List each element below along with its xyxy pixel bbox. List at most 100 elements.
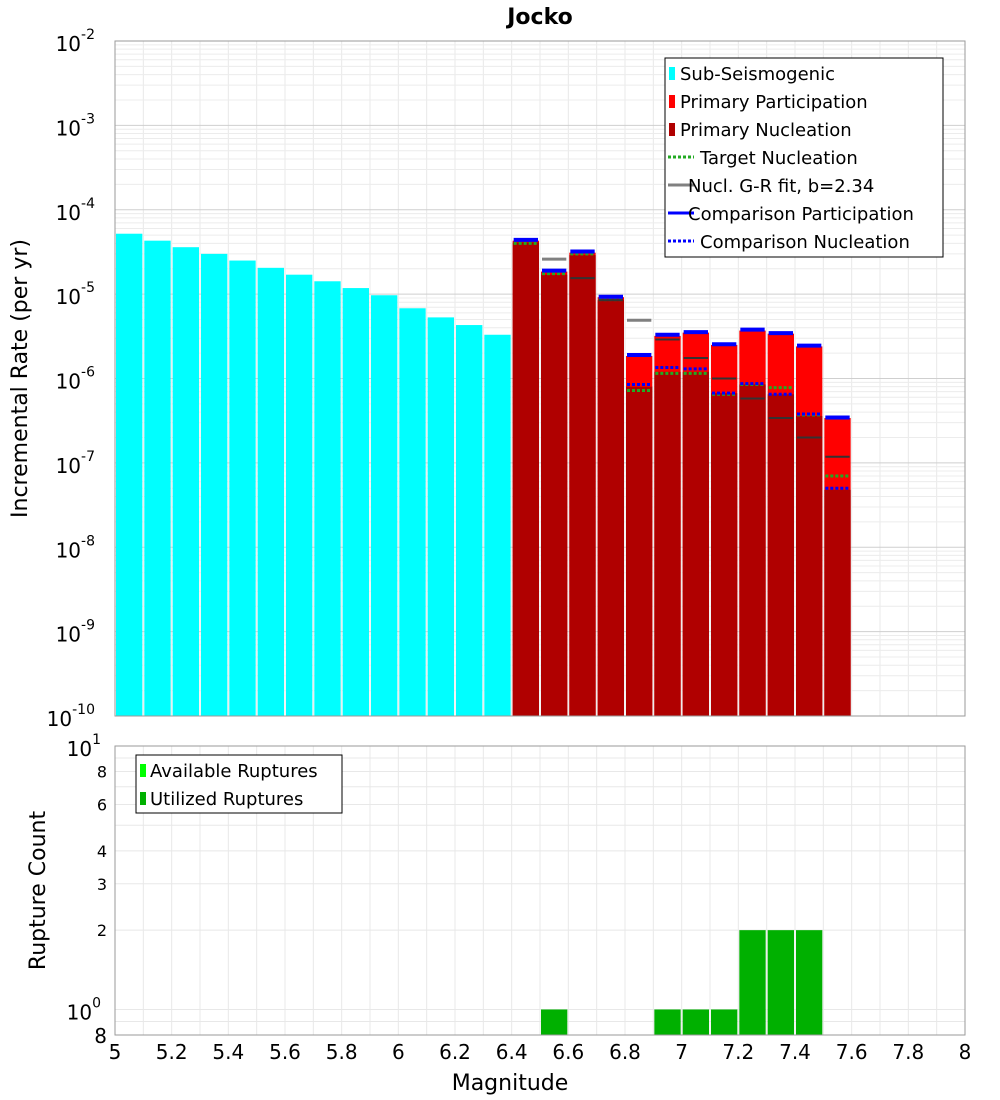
- sub-seismogenic-bar: [484, 334, 511, 716]
- x-tick-label: 6: [392, 1040, 405, 1064]
- utilized-ruptures-bar: [767, 930, 794, 1035]
- primary-nucleation-bars: [512, 242, 851, 716]
- sub-seismogenic-bars: [116, 233, 511, 717]
- utilized-ruptures-bar: [682, 1009, 709, 1035]
- sub-seismogenic-bar: [342, 288, 369, 716]
- count-y-minor-tick-label: 4: [97, 842, 107, 861]
- rate-y-tick-label: 10-2: [56, 27, 95, 56]
- x-tick-label: 5.8: [326, 1040, 358, 1064]
- sub-seismogenic-bar: [144, 240, 171, 717]
- sub-seismogenic-bar: [286, 274, 313, 716]
- sub-seismogenic-bar: [371, 295, 398, 716]
- utilized-ruptures-bars: [541, 930, 823, 1035]
- primary-nucleation-bar: [711, 393, 738, 716]
- x-tick-label: 5.4: [212, 1040, 244, 1064]
- primary-nucleation-bar: [654, 371, 681, 716]
- x-tick-label: 7.8: [892, 1040, 924, 1064]
- x-tick-label: 7.2: [722, 1040, 754, 1064]
- count-legend-box: [135, 754, 343, 814]
- x-tick-label: 6.8: [609, 1040, 641, 1064]
- rate-y-axis-label: Incremental Rate (per yr): [8, 239, 33, 518]
- x-tick-label: 6.2: [439, 1040, 471, 1064]
- rate-panel: 10-10 10-9 10-8 10-7 10-6 10-5 10-4 10-3 10-2 Joc…: [8, 5, 966, 731]
- legend-label: Sub-Seismogenic: [680, 64, 835, 85]
- x-tick-label: 7: [675, 1040, 688, 1064]
- legend-swatch: [140, 792, 146, 805]
- count-y-minor-tick-label: 8: [94, 1024, 107, 1048]
- x-tick-label: 5: [109, 1040, 122, 1064]
- x-tick-label: 8: [959, 1040, 972, 1064]
- count-y-minor-tick-label: 6: [97, 795, 107, 814]
- rate-plot-frame: [114, 40, 966, 717]
- legend-label: Target Nucleation: [699, 148, 858, 169]
- rate-y-tick-label: 10-5: [56, 280, 95, 309]
- legend-swatch: [140, 764, 146, 777]
- count-y-axis-label: Rupture Count: [26, 811, 51, 971]
- utilized-ruptures-bar: [654, 1009, 681, 1035]
- rate-legend-box: [664, 57, 944, 258]
- x-tick-label: 6.6: [552, 1040, 584, 1064]
- sub-seismogenic-bar: [257, 267, 284, 716]
- primary-nucleation-bar: [569, 255, 596, 716]
- x-tick-label: 5.2: [156, 1040, 188, 1064]
- count-plot-frame: [114, 745, 966, 1036]
- rate-y-tick-label: 10-6: [56, 365, 96, 394]
- utilized-ruptures-bar: [541, 1009, 568, 1035]
- primary-nucleation-bar: [597, 300, 624, 716]
- primary-nucleation-bar: [824, 489, 851, 716]
- sub-seismogenic-bar: [229, 260, 256, 716]
- count-y-minor-tick-label: 8: [97, 763, 107, 782]
- primary-nucleation-bar: [626, 386, 653, 716]
- legend-label: Available Ruptures: [150, 761, 318, 782]
- sub-seismogenic-bar: [399, 308, 426, 716]
- legend-label: Utilized Ruptures: [150, 789, 303, 810]
- rate-y-tick-label: 10-10: [47, 702, 95, 731]
- sub-seismogenic-bar: [116, 233, 143, 716]
- x-tick-label: 6.4: [496, 1040, 528, 1064]
- primary-nucleation-bar: [796, 415, 823, 716]
- count-legend: Available Ruptures Utilized Ruptures: [135, 754, 343, 814]
- legend-label: Primary Participation: [680, 92, 868, 113]
- x-axis-label: Magnitude: [452, 1071, 569, 1096]
- rate-y-tick-label: 10-7: [56, 449, 95, 478]
- x-tick-label: 7.4: [779, 1040, 811, 1064]
- sub-seismogenic-bar: [172, 247, 199, 716]
- gr-fit-dark-marks: [570, 277, 850, 458]
- utilized-ruptures-bar: [739, 930, 766, 1035]
- comparison-nucleation-marks: [627, 366, 850, 490]
- count-y-minor-tick-label: 3: [97, 875, 107, 894]
- primary-nucleation-bar: [767, 394, 794, 716]
- x-tick-label: 7.6: [836, 1040, 868, 1064]
- rate-y-tick-label: 10-3: [56, 111, 95, 140]
- sub-seismogenic-bar: [314, 281, 341, 716]
- rate-legend: Sub-Seismogenic Primary Participation Prim…: [664, 57, 944, 258]
- sub-seismogenic-bar: [427, 317, 454, 716]
- count-y-tick-label: 100: [67, 995, 101, 1024]
- sub-seismogenic-bar: [201, 253, 228, 716]
- legend-swatch: [669, 95, 675, 108]
- rate-y-tick-label: 10-8: [56, 533, 95, 562]
- primary-nucleation-bar: [541, 274, 568, 716]
- utilized-ruptures-bar: [796, 930, 823, 1035]
- primary-nucleation-bar: [739, 384, 766, 716]
- x-tick-label: 5.6: [269, 1040, 301, 1064]
- primary-nucleation-bar: [682, 371, 709, 716]
- chart-title: Jocko: [505, 5, 573, 30]
- legend-label: Comparison Participation: [688, 204, 914, 225]
- legend-label: Comparison Nucleation: [700, 232, 910, 253]
- rate-grid: [114, 41, 966, 717]
- gr-fit-marks: [542, 257, 652, 322]
- legend-label: Primary Nucleation: [680, 120, 852, 141]
- legend-swatch: [669, 123, 675, 136]
- count-y-tick-label: 101: [67, 732, 101, 761]
- sub-seismogenic-bar: [456, 325, 483, 716]
- utilized-ruptures-bar: [711, 1009, 738, 1035]
- primary-nucleation-bar: [512, 242, 539, 716]
- legend-label: Nucl. G-R fit, b=2.34: [688, 176, 874, 197]
- legend-swatch: [669, 67, 675, 80]
- rate-y-tick-label: 10-4: [56, 196, 96, 225]
- rate-y-tick-label: 10-9: [56, 618, 95, 647]
- count-y-minor-tick-label: 2: [97, 921, 107, 940]
